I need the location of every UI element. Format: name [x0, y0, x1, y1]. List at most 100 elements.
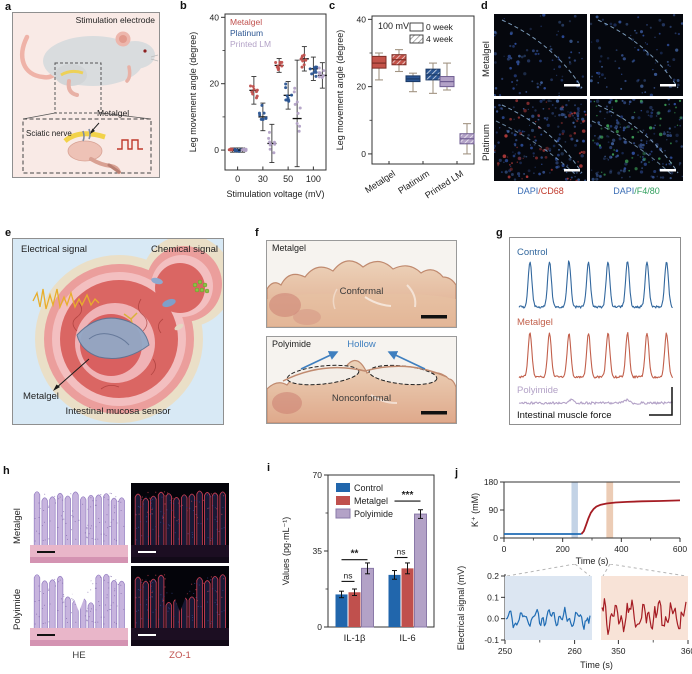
panel-label-c: c — [329, 0, 336, 12]
scale-bar — [649, 387, 673, 416]
electrical-signal-waveform — [32, 288, 100, 310]
y-tick-label: 35 — [313, 546, 323, 556]
y-tick-label: 20 — [357, 82, 367, 92]
panel-label-a: a — [5, 1, 12, 13]
x-tick-label: 0 — [235, 174, 240, 184]
sciatic-nerve-illustration — [63, 122, 143, 174]
intestine-illustration — [13, 239, 223, 424]
legend-label: Polyimide — [354, 509, 393, 519]
rat-illustration — [20, 31, 159, 174]
panel-b-scatter-chart: 0 20 40 0 30 50 100 Stimulation voltage (mV) Leg… — [188, 12, 327, 199]
x-axis-label: Time (s) — [580, 660, 613, 670]
legend-label: Metalgel — [230, 17, 262, 27]
panel-g-footer-label: Intestinal muscle force — [517, 410, 612, 421]
dapi-label: DAPI — [517, 186, 539, 196]
panel-h-row-label-polyimide: Polyimide — [12, 588, 23, 630]
y-tick-label: 20 — [210, 79, 220, 89]
panel-d-col-label-f480: DAPI/F4/80 — [590, 186, 683, 196]
legend-label: Printed LM — [230, 39, 271, 49]
panel-d-row-label-platinum: Platinum — [481, 124, 492, 161]
cd68-label: /CD68 — [538, 186, 564, 196]
x-tick-label: 100 — [306, 174, 321, 184]
significance-label: ns — [397, 547, 406, 557]
metalgel-label: Metalgel — [23, 391, 59, 402]
panel-g-traces: Control Metalgel Polyimide Intestinal muscl… — [509, 237, 681, 425]
x-tick-label: Printed LM — [423, 168, 465, 200]
x-tick-label: 350 — [611, 646, 625, 656]
y-tick-label: 0.1 — [487, 592, 499, 602]
intestine-cross-section — [35, 239, 223, 423]
y-tick-label: 0 — [214, 145, 219, 155]
hollow-arrow-left — [300, 351, 339, 370]
histology-polyimide-zo1 — [131, 566, 229, 646]
x-tick-label: 250 — [498, 646, 512, 656]
y-tick-label: 90 — [489, 505, 499, 515]
x-tick-label: 50 — [283, 174, 293, 184]
panel-h-row-label-metalgel: Metalgel — [12, 508, 23, 544]
legend-label: Platinum — [230, 28, 263, 38]
y-axis-label: K⁺ (mM) — [470, 493, 480, 527]
electrical-signal-label: Electrical signal — [21, 244, 87, 255]
legend-label: 0 week — [426, 22, 454, 32]
x-tick-label: 600 — [673, 544, 687, 554]
metalgel-arrow — [54, 358, 90, 390]
metalgel-label: Metalgel — [97, 108, 130, 118]
y-tick-label: 0.2 — [487, 571, 499, 581]
trace-label: Control — [517, 247, 548, 258]
panel-c-box-chart: 0 20 40 100 mV Leg movement angle (degree) 0 … — [335, 14, 475, 200]
x-tick-label: 200 — [556, 544, 570, 554]
chemical-signal-label: Chemical signal — [150, 244, 218, 255]
panel-label-e: e — [5, 227, 12, 239]
zo1-column-label: ZO-1 — [169, 650, 191, 661]
zoom-connector-lines — [22, 112, 152, 120]
panel-f-bottom: Polyimide Hollow Nonconformal — [266, 336, 457, 424]
significance-label: ** — [351, 549, 359, 560]
nonconformal-tissue-photo — [267, 351, 456, 423]
hollow-label: Hollow — [347, 339, 376, 350]
polyimide-photo-label: Polyimide — [272, 339, 312, 349]
panel-e: Electrical signal Chemical signal Metalg… — [12, 238, 224, 425]
y-tick-label: 0 — [317, 622, 322, 632]
y-tick-label: 180 — [484, 477, 498, 487]
arrowhead — [53, 384, 60, 391]
panel-d-col-label-cd68: DAPI/CD68 — [494, 186, 587, 196]
y-tick-label: 0.0 — [487, 614, 499, 624]
x-tick-label: 30 — [258, 174, 268, 184]
panel-f-top: Metalgel Conformal — [266, 240, 457, 328]
x-tick-label: IL-6 — [399, 633, 415, 644]
panel-label-g: g — [496, 227, 503, 239]
legend-label: 4 week — [426, 34, 454, 44]
panel-d-row-label-metalgel: Metalgel — [481, 41, 492, 77]
significance-label: ns — [344, 570, 353, 580]
sciatic-nerve-label: Sciatic nerve — [26, 129, 72, 138]
x-tick-label: 400 — [614, 544, 628, 554]
x-tick-label: 0 — [502, 544, 507, 554]
panel-j-potassium-chart: 0 90 180 0 200 400 600 Time (s) K⁺ (mM) — [470, 477, 687, 566]
scale-bar — [421, 411, 447, 415]
y-axis-label: Values (pg·mL⁻¹) — [281, 517, 291, 586]
hollow-arrow-right — [387, 351, 426, 370]
mucosa-texture — [72, 298, 164, 390]
y-axis-label: Electrical signal (mV) — [456, 566, 466, 651]
f480-label: /F4/80 — [634, 186, 660, 196]
chart-title: 100 mV — [378, 21, 409, 31]
panel-label-h: h — [3, 465, 10, 477]
micrograph-platinum-f480 — [590, 99, 683, 181]
x-axis-label: Time (s) — [576, 556, 609, 566]
panel-label-d: d — [481, 0, 488, 12]
he-column-label: HE — [72, 650, 86, 661]
y-tick-label: 0 — [493, 533, 498, 543]
trace-label: Polyimide — [517, 385, 558, 396]
rat-body — [20, 31, 159, 97]
nonconformal-label: Nonconformal — [331, 393, 392, 404]
x-tick-label: Metalgel — [363, 168, 397, 195]
panel-label-i: i — [267, 462, 271, 474]
y-tick-label: 40 — [210, 12, 220, 22]
x-tick-label: 360 — [681, 646, 692, 656]
histology-metalgel-zo1 — [131, 483, 229, 563]
hollow-regions — [286, 364, 438, 386]
metalgel-patch — [76, 317, 150, 359]
panel-i-bar-chart: 0 35 70 Values (pg·mL⁻¹) IL-1β IL-6 Control Met… — [281, 470, 435, 644]
intestinal-mucosa-sensor-label: Intestinal mucosa sensor — [65, 406, 171, 417]
